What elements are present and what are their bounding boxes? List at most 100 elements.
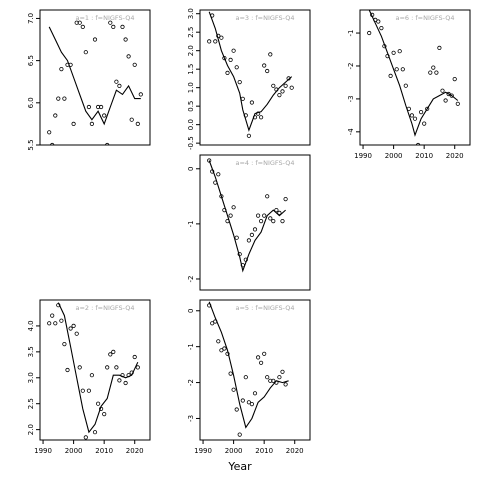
data-point: [47, 321, 52, 326]
data-point: [129, 117, 134, 122]
data-point: [416, 142, 421, 145]
data-point: [394, 67, 399, 72]
data-point: [56, 303, 61, 308]
data-point: [114, 79, 119, 84]
data-point: [425, 106, 430, 111]
data-point: [126, 373, 131, 378]
data-point: [117, 83, 122, 89]
data-point: [283, 382, 288, 387]
data-point: [431, 65, 436, 70]
data-point: [234, 407, 239, 412]
y-tick-label: 4.0: [27, 320, 35, 331]
panel-title: a=1 : f=NIGFS-Q4: [75, 14, 134, 22]
data-point: [102, 113, 107, 118]
data-point: [222, 346, 227, 351]
data-point: [207, 303, 212, 308]
data-point: [252, 227, 258, 232]
panel-3: a=3 : f=NIGFS-Q4 -0.5 0.0 0.5 1.0 1.5 2.0 2.5 3.…: [187, 8, 311, 150]
data-point: [96, 401, 101, 406]
panel-title: a=3 : f=NIGFS-Q4: [235, 14, 294, 22]
data-point: [271, 219, 276, 224]
data-point: [65, 367, 70, 373]
data-point: [400, 67, 405, 72]
data-point: [243, 375, 248, 380]
y-tick-label: -4: [347, 128, 355, 136]
data-point: [449, 93, 454, 98]
y-tick-label: 6.5: [27, 55, 35, 66]
data-point: [62, 96, 67, 101]
data-point: [434, 70, 439, 75]
y-tick-label: 2.0: [187, 45, 195, 56]
data-point: [117, 378, 122, 383]
data-point: [210, 13, 215, 18]
panel-4: a=4 : f=NIGFS-Q4 -2 -1 0: [187, 154, 311, 291]
panel-frame: [39, 299, 151, 441]
data-point: [99, 104, 104, 110]
data-point: [252, 115, 258, 120]
data-point: [135, 121, 140, 127]
y-tick-label: -3: [187, 415, 195, 422]
x-tick-label: 1990: [34, 447, 52, 455]
data-point: [62, 341, 67, 347]
data-point: [210, 321, 215, 326]
y-tick-label: -1: [187, 220, 195, 227]
data-point: [135, 365, 140, 370]
data-point: [379, 25, 384, 31]
panel-frame: [199, 154, 311, 291]
panel-2: a=2 : f=NIGFS-Q4 2.0 2.5 3.0 3.5 4.0 1990 2000 2…: [27, 299, 151, 455]
data-point: [418, 110, 424, 115]
panel-1: a=1 : f=NIGFS-Q4 5.5 6.0 6.5 7.0: [27, 9, 151, 151]
data-point: [120, 373, 125, 378]
data-point: [268, 52, 273, 57]
y-tick-label: 2.5: [187, 27, 195, 38]
data-point: [234, 235, 239, 240]
data-point: [262, 213, 267, 218]
panel-6: a=6 : f=NIGFS-Q4 -4 -3 -2 -1 1990 2000 2010 2020: [347, 9, 471, 160]
data-point: [452, 77, 457, 82]
data-point: [56, 96, 61, 101]
data-point: [252, 391, 258, 396]
data-point: [77, 20, 82, 25]
data-point: [102, 411, 107, 417]
fitted-line: [208, 11, 293, 132]
data-point: [53, 113, 58, 118]
data-point: [240, 398, 245, 403]
y-tick-label: 5.5: [27, 139, 35, 150]
data-point: [210, 169, 215, 174]
y-tick-label: 3.5: [27, 346, 35, 357]
fitted-line: [48, 26, 141, 126]
data-point: [440, 88, 445, 93]
data-point: [228, 371, 233, 376]
y-tick-label: 0.0: [187, 119, 195, 130]
data-point: [443, 98, 448, 103]
data-point: [258, 115, 264, 120]
y-tick-label: 7.0: [27, 13, 35, 24]
x-tick-label: 2010: [95, 447, 113, 455]
data-point: [71, 121, 76, 127]
data-point: [222, 208, 227, 213]
y-tick-label: -2: [187, 275, 195, 282]
data-point: [111, 349, 116, 354]
data-point: [277, 210, 282, 215]
panel-frame: [199, 299, 311, 441]
data-point: [249, 100, 254, 105]
data-point: [403, 83, 408, 88]
x-tick-label: 2020: [126, 447, 144, 455]
data-point: [246, 133, 251, 138]
data-point: [258, 360, 264, 365]
fitted-line: [208, 160, 286, 273]
data-point: [59, 67, 64, 72]
data-point: [86, 104, 92, 110]
data-point: [89, 373, 95, 378]
data-point: [246, 400, 251, 405]
data-point: [280, 89, 285, 94]
data-point: [50, 142, 55, 145]
data-point: [50, 313, 55, 318]
x-tick-label: 2010: [255, 447, 273, 455]
data-point: [108, 20, 113, 25]
x-tick-label: 2000: [225, 447, 243, 455]
data-point: [262, 351, 267, 356]
data-point: [80, 24, 85, 29]
data-point: [123, 37, 128, 42]
